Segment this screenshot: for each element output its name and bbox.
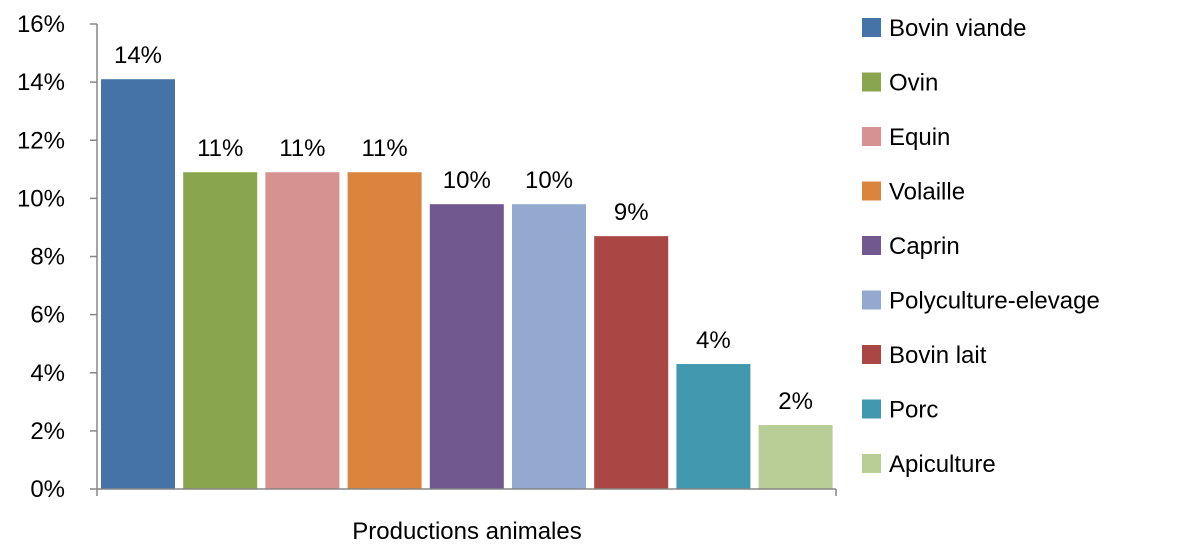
legend-swatch <box>862 454 881 473</box>
legend-label: Porc <box>889 397 938 424</box>
y-tick-label: 16% <box>17 11 65 38</box>
legend-label: Equin <box>889 124 950 151</box>
data-label: 11% <box>361 135 407 162</box>
bar-equin <box>265 172 340 489</box>
y-axis: 0% 2% 4% 6% 8% 10% 12% 14% 16% <box>17 11 98 503</box>
data-label: 9% <box>614 199 649 226</box>
legend-label: Apiculture <box>889 451 996 478</box>
x-axis <box>96 488 837 496</box>
legend-label: Polyculture-elevage <box>889 288 1100 315</box>
bar-volaille <box>347 172 422 489</box>
y-tick-label: 8% <box>30 244 65 271</box>
x-axis-title: Productions animales <box>352 518 581 545</box>
y-tick-label: 14% <box>17 69 65 96</box>
bar-bovin-lait <box>594 236 669 489</box>
bar-caprin <box>429 204 504 489</box>
legend-swatch <box>862 18 881 37</box>
data-label: 11% <box>279 135 325 162</box>
bar-polyculture-elevage <box>512 204 586 489</box>
y-tick-label: 10% <box>17 185 65 212</box>
data-label: 10% <box>525 167 573 194</box>
bars <box>101 79 833 489</box>
bar-porc <box>676 364 751 489</box>
y-tick-label: 0% <box>30 476 65 503</box>
y-tick-label: 4% <box>30 360 65 387</box>
legend-label: Bovin viande <box>889 15 1026 42</box>
data-label: 11% <box>197 135 243 162</box>
data-label: 10% <box>443 167 491 194</box>
y-tick-label: 6% <box>30 302 65 329</box>
legend-swatch <box>862 345 881 364</box>
legend-swatch <box>862 127 881 146</box>
data-label: 2% <box>778 388 813 415</box>
legend-label: Volaille <box>889 179 965 206</box>
legend-label: Bovin lait <box>889 342 987 369</box>
legend-swatch <box>862 399 881 419</box>
data-label: 14% <box>114 42 162 69</box>
legend-swatch <box>862 290 881 310</box>
legend-swatch <box>862 236 881 255</box>
y-tick-label: 2% <box>30 418 65 445</box>
legend-label: Ovin <box>889 70 938 97</box>
data-labels: 14% 11% 11% 11% 10% 10% 9% 4% 2% <box>114 42 813 415</box>
legend: Bovin viande Ovin Equin Volaille Caprin Polyc… <box>862 15 1100 478</box>
y-tick-label: 12% <box>17 127 65 154</box>
bar-bovin-viande <box>101 79 175 489</box>
legend-swatch <box>862 181 881 201</box>
bar-apiculture <box>758 425 833 489</box>
data-label: 4% <box>696 327 731 354</box>
legend-label: Caprin <box>889 233 960 260</box>
bar-ovin <box>183 172 258 489</box>
legend-swatch <box>862 72 881 92</box>
